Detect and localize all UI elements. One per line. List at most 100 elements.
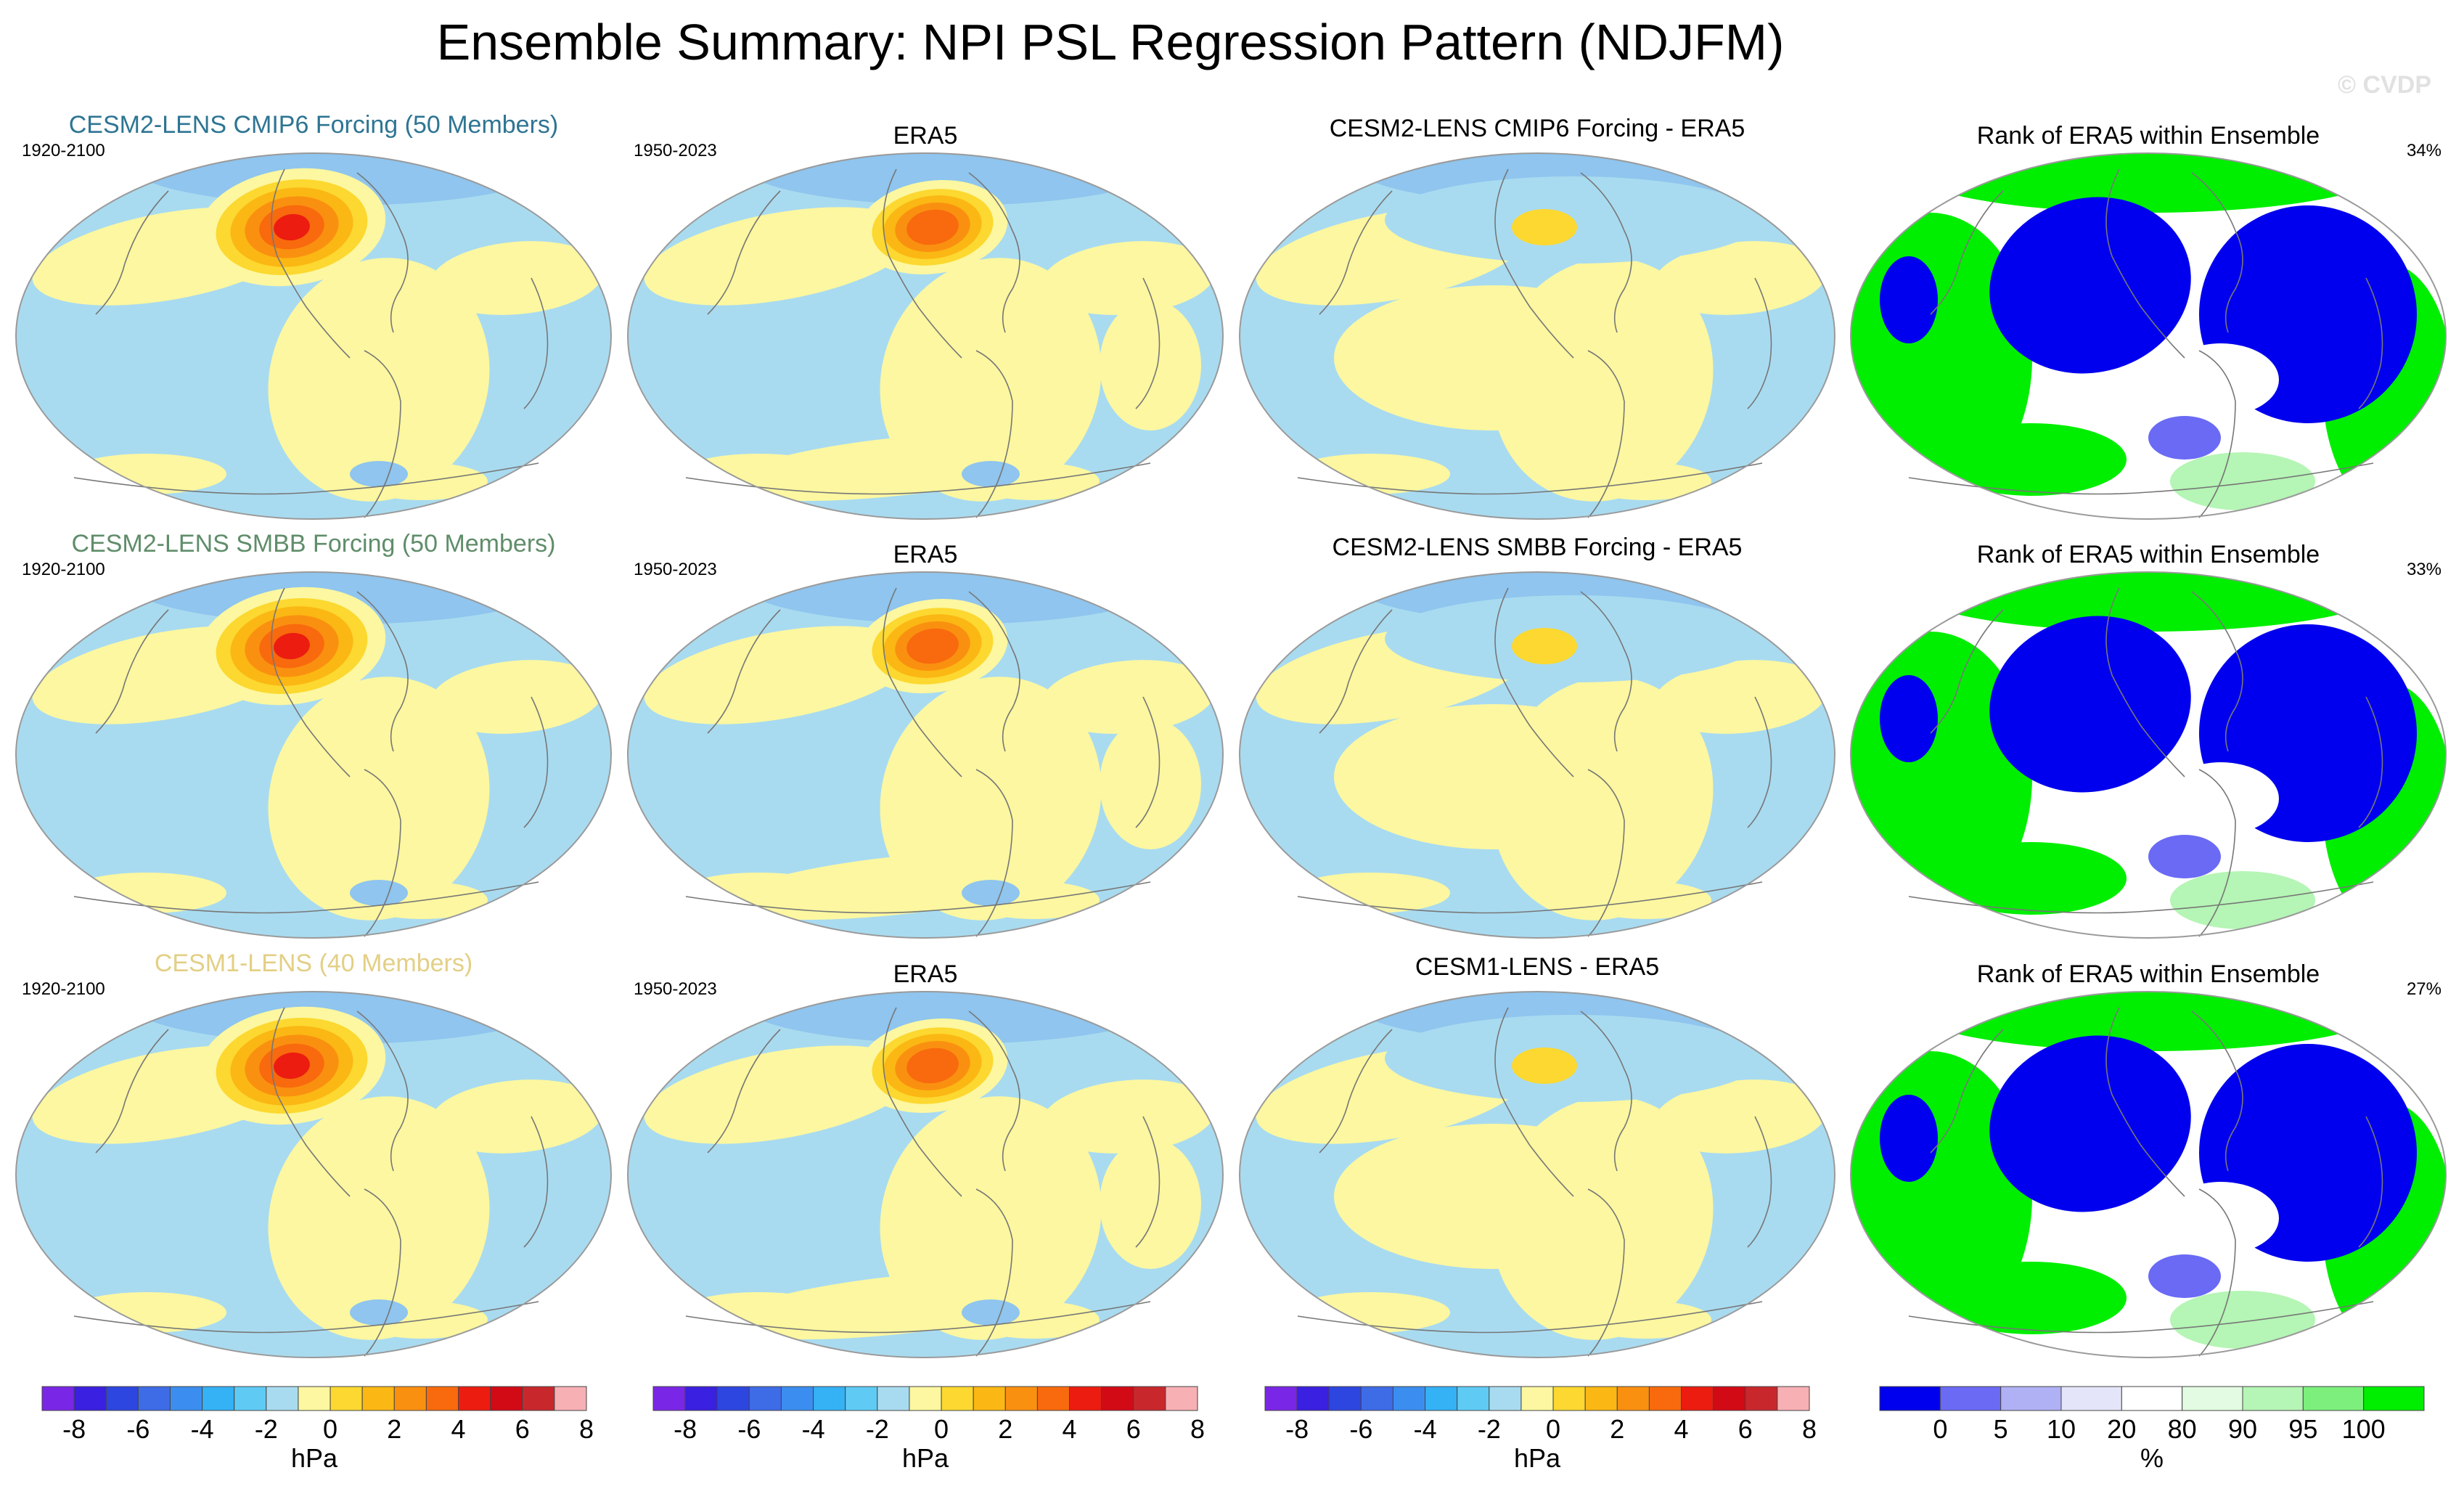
colorbar-box — [554, 1386, 587, 1411]
pos-region-east — [1100, 1138, 1201, 1269]
arctic-negative-band — [737, 992, 1172, 1044]
coastline-1 — [356, 1011, 409, 1172]
colorbar-box — [1713, 1386, 1746, 1411]
colorbar-tick-label: -4 — [191, 1414, 214, 1444]
colorbar-tick-label: -8 — [1285, 1414, 1309, 1444]
neg-patch-south — [962, 1299, 1020, 1326]
rank-field — [1851, 992, 2446, 1358]
coastline-4 — [1135, 277, 1161, 409]
colorbar-tick-label: 6 — [1738, 1414, 1753, 1444]
rank-low-west — [1880, 256, 1938, 343]
coastline-3 — [707, 1029, 781, 1154]
coastline-4 — [1135, 1116, 1161, 1248]
neg-patch-south — [350, 461, 408, 487]
map-field — [1240, 153, 1835, 519]
colorbar-tick-label: -6 — [737, 1414, 761, 1444]
colorbar-tick-label: 95 — [2288, 1414, 2317, 1444]
pos-region-eurasia — [644, 207, 917, 306]
colorbar-box — [202, 1386, 235, 1411]
hpa-colorbar: -8 -6 -4 -2 0 2 4 6 8 hPa — [1264, 1386, 1817, 1473]
pos-region-atlantic — [1041, 241, 1216, 315]
colorbar-tick-label: 2 — [387, 1414, 401, 1444]
coastline-4 — [1747, 696, 1772, 828]
colorbar-box — [1457, 1386, 1490, 1411]
coastline-4 — [2358, 696, 2383, 828]
pos-region-atlantic — [430, 1079, 604, 1154]
colorbar-tick-label: -6 — [126, 1414, 150, 1444]
coastline-3 — [95, 1029, 169, 1154]
colorbar-box — [2363, 1386, 2425, 1411]
colorbar-box — [1939, 1386, 2002, 1411]
coastline-3 — [95, 609, 169, 734]
coastline-2 — [975, 350, 1013, 518]
colorbar-tick-label: -2 — [866, 1414, 889, 1444]
colorbar-box — [1296, 1386, 1330, 1411]
coastline-0 — [271, 1007, 351, 1197]
ensemble-years: 1920-2100 — [22, 141, 105, 160]
colorbar-box — [2121, 1386, 2183, 1411]
colorbar-box — [1101, 1386, 1134, 1411]
colorbar-row: -8 -6 -4 -2 0 2 4 6 8 hPa -8 -6 -4 -2 0 2 4 6 8 hPa -8 -6 -4 -2… — [41, 1386, 2425, 1473]
rank-percent: 34% — [2407, 141, 2442, 160]
rank-high-south — [1938, 842, 2127, 915]
coastline-0 — [883, 587, 962, 777]
colorbar-tick-label: 2 — [1610, 1414, 1624, 1444]
coastline-1 — [1580, 1011, 1632, 1172]
coastline-0 — [1494, 587, 1574, 777]
coastline-0 — [1494, 168, 1574, 359]
colorbar-box — [813, 1386, 846, 1411]
colorbar-box — [361, 1386, 395, 1411]
rank-high-south — [1938, 423, 2127, 496]
diff-panel-title: CESM2-LENS SMBB Forcing - ERA5 — [1333, 534, 1743, 561]
diff-peak — [1512, 1048, 1577, 1084]
pos-region-atlantic — [1041, 1079, 1216, 1154]
colorbar-tick-label: 0 — [323, 1414, 337, 1444]
colorbar-tick-label: 5 — [1994, 1414, 2008, 1444]
coastline-5 — [1908, 1301, 2374, 1334]
coastline-0 — [883, 168, 962, 359]
map-outline — [15, 571, 612, 939]
colorbar-box — [1360, 1386, 1393, 1411]
map-outline — [627, 991, 1224, 1358]
colorbar-box — [266, 1386, 299, 1411]
coastline-2 — [2198, 769, 2236, 937]
map-outline — [1239, 991, 1835, 1358]
rank-high-north — [1909, 992, 2388, 1051]
coastline-5 — [685, 462, 1151, 495]
rank-low-pacific — [1989, 1035, 2191, 1212]
colorbar-box — [458, 1386, 491, 1411]
coastline-0 — [271, 587, 351, 777]
coastline-5 — [1297, 1301, 1763, 1334]
colorbar-box — [1648, 1386, 1682, 1411]
map-outline — [627, 571, 1224, 939]
colorbar-tick-label: 90 — [2228, 1414, 2257, 1444]
colorbar-box — [909, 1386, 942, 1411]
obs-panel-title: ERA5 — [893, 960, 958, 988]
pos-region-americas — [268, 258, 490, 502]
colorbar-tick-label: -8 — [674, 1414, 697, 1444]
coastline-1 — [356, 172, 409, 333]
obs-years: 1950-2023 — [634, 141, 717, 160]
colorbar-units: hPa — [1514, 1443, 1561, 1473]
colorbar-box — [1165, 1386, 1198, 1411]
coastline-0 — [271, 168, 351, 359]
coastline-4 — [2358, 277, 2383, 409]
colorbar-tick-label: -4 — [802, 1414, 825, 1444]
coastline-4 — [2358, 1116, 2383, 1248]
coastline-5 — [1297, 881, 1763, 914]
colorbar-box — [41, 1386, 75, 1411]
coastline-4 — [1747, 1116, 1772, 1248]
rank-low-west — [1880, 1095, 1938, 1182]
colorbar-units: % — [2140, 1443, 2164, 1473]
arctic-negative-band — [737, 153, 1172, 205]
rank-panel-title: Rank of ERA5 within Ensemble — [1977, 122, 2320, 150]
colorbar-tick-label: 4 — [451, 1414, 466, 1444]
colorbar-tick-label: 8 — [1802, 1414, 1817, 1444]
colorbar-tick-label: 0 — [1546, 1414, 1560, 1444]
neg-patch-south — [350, 1299, 408, 1326]
ensemble-panel-title: CESM2-LENS CMIP6 Forcing (50 Members) — [69, 111, 559, 139]
map-field — [16, 153, 611, 519]
rank-mid-south — [2170, 452, 2315, 510]
rank-low-pacific — [1989, 197, 2191, 374]
colorbar-box — [1681, 1386, 1714, 1411]
